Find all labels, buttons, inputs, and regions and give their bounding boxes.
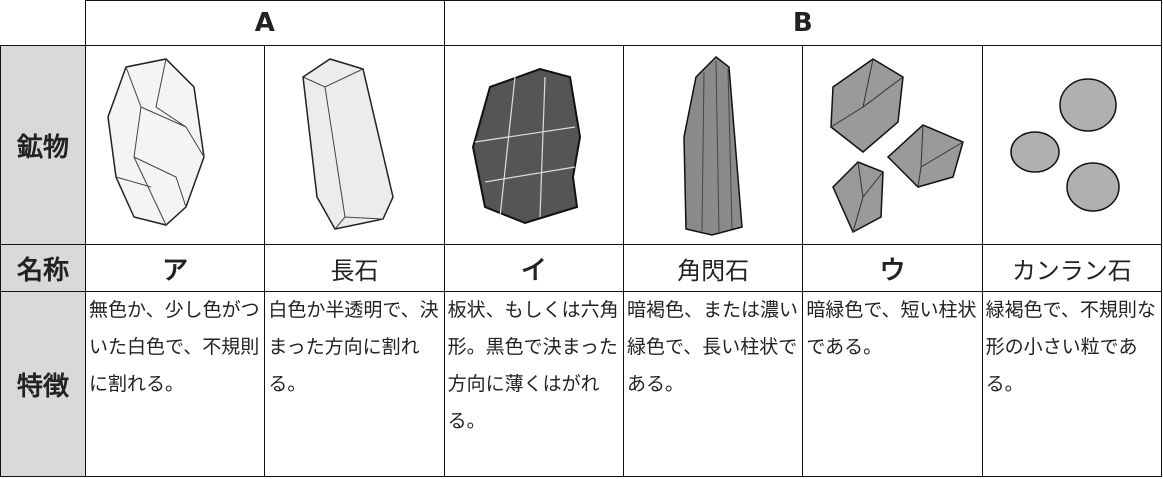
group-header: B bbox=[443, 0, 1163, 46]
mineral-name: ウ bbox=[802, 244, 983, 292]
mineral-image bbox=[302, 58, 395, 230]
mineral-image-cell bbox=[84, 45, 266, 245]
mineral-name: ア bbox=[84, 244, 266, 292]
mineral-feature: 暗緑色で、短い柱状である。 bbox=[802, 291, 983, 477]
group-header: A bbox=[85, 0, 445, 46]
row-label: 名称 bbox=[0, 244, 86, 292]
mineral-image-cell bbox=[443, 45, 624, 245]
mineral-image bbox=[1010, 78, 1120, 212]
row-label: 鉱物 bbox=[0, 45, 86, 245]
row-label: 特徴 bbox=[0, 291, 86, 477]
mineral-image bbox=[107, 58, 205, 226]
mineral-image-cell bbox=[622, 45, 804, 245]
mineral-image bbox=[830, 58, 965, 234]
mineral-name: 長石 bbox=[264, 244, 445, 292]
mineral-name: 角閃石 bbox=[622, 244, 804, 292]
mineral-name: イ bbox=[443, 244, 624, 292]
mineral-image bbox=[471, 67, 581, 225]
mineral-name: カンラン石 bbox=[981, 244, 1163, 292]
mineral-image-cell bbox=[981, 45, 1163, 245]
mineral-feature: 無色か、少し色がついた白色で、不規則に割れる。 bbox=[84, 291, 266, 477]
mineral-feature: 暗褐色、または濃い緑色で、長い柱状である。 bbox=[622, 291, 804, 477]
corner bbox=[0, 0, 86, 46]
mineral-feature: 板状、もしくは六角形。黒色で決まった方向に薄くはがれる。 bbox=[443, 291, 624, 477]
mineral-image-cell bbox=[264, 45, 445, 245]
mineral-image bbox=[683, 56, 743, 236]
mineral-feature: 白色か半透明で、決まった方向に割れる。 bbox=[264, 291, 445, 477]
mineral-image-cell bbox=[802, 45, 983, 245]
mineral-feature: 緑褐色で、不規則な形の小さい粒である。 bbox=[981, 291, 1163, 477]
